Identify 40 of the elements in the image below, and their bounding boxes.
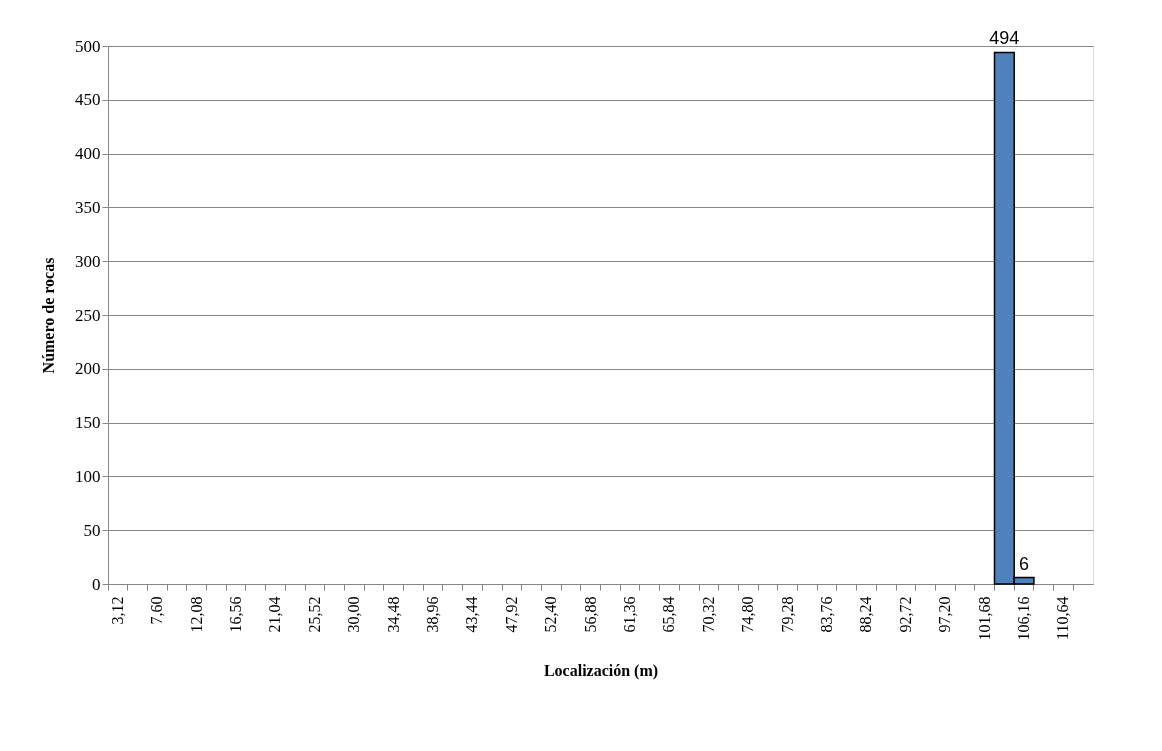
data-label: 494 — [989, 28, 1020, 49]
x-tick-label: 97,20 — [936, 596, 954, 633]
x-tick-label: 110,64 — [1054, 596, 1072, 640]
x-tick-label: 38,96 — [424, 596, 442, 633]
x-tick-label: 92,72 — [896, 596, 914, 633]
y-tick-label: 300 — [75, 251, 101, 271]
x-tick-label: 79,28 — [778, 596, 796, 633]
y-tick-label: 0 — [92, 574, 101, 594]
x-tick-label: 56,88 — [581, 596, 599, 633]
x-tick-label: 47,92 — [502, 596, 520, 633]
y-axis-title: Número de rocas — [40, 257, 57, 374]
x-tick-label: 7,60 — [148, 596, 166, 625]
x-tick-label: 61,36 — [621, 596, 639, 633]
y-tick-label: 150 — [75, 413, 101, 433]
x-tick-label: 43,44 — [463, 596, 481, 633]
x-tick-label: 52,40 — [542, 596, 560, 633]
x-tick-label: 16,56 — [227, 596, 245, 633]
x-tick-label: 21,04 — [266, 596, 284, 633]
x-tick-label: 88,24 — [857, 596, 875, 633]
x-tick-label: 12,08 — [187, 596, 205, 633]
x-tick-label: 106,16 — [1015, 596, 1033, 641]
y-tick-label: 500 — [75, 36, 101, 56]
y-tick-label: 400 — [75, 144, 101, 164]
y-tick-label: 250 — [75, 305, 101, 325]
x-axis-title: Localización (m) — [543, 661, 659, 680]
x-tick-label: 34,48 — [384, 596, 402, 633]
data-label: 6 — [1019, 553, 1030, 574]
x-tick-label: 83,76 — [818, 596, 836, 633]
y-tick-label: 200 — [75, 359, 101, 379]
x-tick-label: 74,80 — [739, 596, 757, 633]
x-tick-label: 30,00 — [345, 596, 363, 633]
y-tick-label: 450 — [75, 90, 101, 110]
x-tick-label: 65,84 — [660, 596, 678, 633]
x-tick-label: 25,52 — [305, 596, 323, 633]
x-tick-label: 101,68 — [975, 596, 993, 641]
x-tick-label: 3,12 — [108, 596, 126, 625]
x-tick-label: 70,32 — [699, 596, 717, 633]
y-tick-label: 350 — [75, 197, 101, 217]
y-tick-label: 100 — [75, 466, 101, 486]
y-tick-label: 50 — [83, 520, 101, 540]
